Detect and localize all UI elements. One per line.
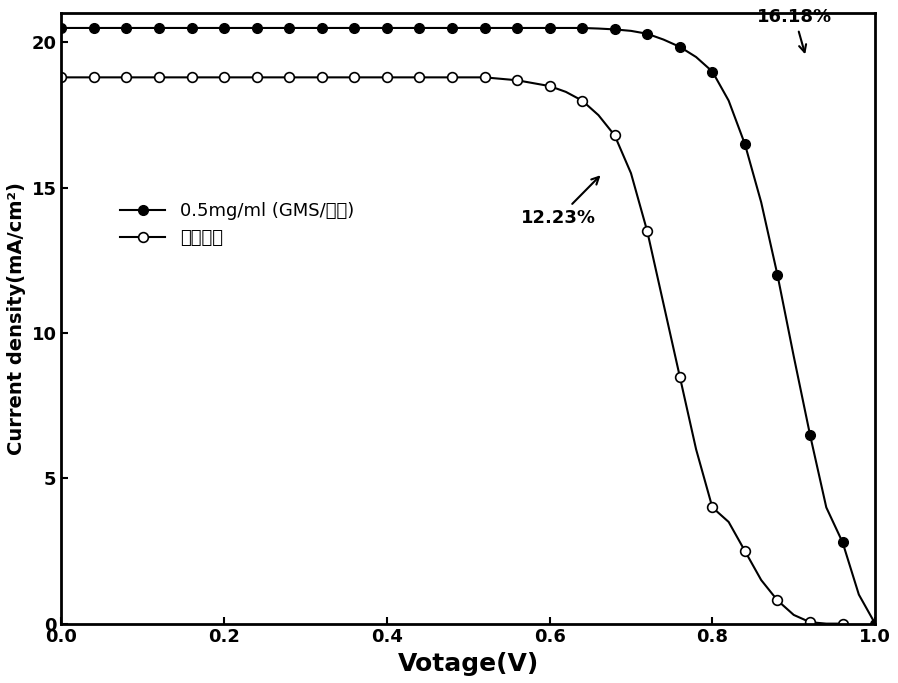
标准器件	[707, 503, 718, 512]
0.5mg/ml (GMS/甲醇)	[235, 24, 246, 32]
Text: 12.23%: 12.23%	[521, 177, 599, 227]
标准器件	[105, 73, 116, 81]
0.5mg/ml (GMS/甲醇)	[593, 25, 603, 33]
标准器件	[496, 74, 506, 83]
标准器件	[251, 73, 262, 81]
标准器件	[72, 73, 83, 81]
Line: 0.5mg/ml (GMS/甲醇): 0.5mg/ml (GMS/甲醇)	[57, 23, 880, 628]
标准器件	[398, 73, 409, 81]
标准器件	[56, 73, 66, 81]
标准器件	[626, 169, 637, 178]
标准器件	[610, 131, 621, 139]
Text: 16.18%: 16.18%	[757, 8, 832, 52]
X-axis label: Votage(V): Votage(V)	[398, 652, 539, 676]
标准器件	[740, 547, 751, 555]
标准器件	[186, 73, 197, 81]
标准器件	[674, 372, 685, 380]
0.5mg/ml (GMS/甲醇)	[56, 24, 66, 32]
标准器件	[316, 73, 327, 81]
标准器件	[642, 227, 653, 236]
标准器件	[219, 73, 230, 81]
标准器件	[154, 73, 164, 81]
标准器件	[577, 96, 587, 104]
标准器件	[821, 619, 832, 628]
标准器件	[462, 73, 473, 81]
标准器件	[268, 73, 278, 81]
标准器件	[756, 576, 767, 584]
标准器件	[365, 73, 376, 81]
标准器件	[593, 111, 603, 120]
标准器件	[658, 300, 669, 308]
标准器件	[772, 596, 783, 604]
标准器件	[723, 518, 734, 526]
标准器件	[788, 611, 799, 619]
标准器件	[480, 73, 490, 81]
0.5mg/ml (GMS/甲醇)	[300, 24, 311, 32]
标准器件	[544, 82, 555, 90]
标准器件	[382, 73, 392, 81]
标准器件	[89, 73, 100, 81]
标准器件	[560, 88, 571, 96]
标准器件	[235, 73, 246, 81]
标准器件	[837, 619, 848, 628]
标准器件	[349, 73, 360, 81]
标准器件	[446, 73, 457, 81]
Y-axis label: Current density(mA/cm²): Current density(mA/cm²)	[7, 182, 26, 455]
标准器件	[512, 76, 523, 85]
标准器件	[332, 73, 343, 81]
标准器件	[430, 73, 441, 81]
标准器件	[284, 73, 295, 81]
Line: 标准器件: 标准器件	[57, 72, 848, 628]
标准器件	[202, 73, 213, 81]
0.5mg/ml (GMS/甲醇)	[853, 591, 864, 599]
标准器件	[137, 73, 148, 81]
标准器件	[691, 445, 701, 454]
标准器件	[300, 73, 311, 81]
0.5mg/ml (GMS/甲醇)	[642, 29, 653, 38]
标准器件	[528, 79, 539, 87]
标准器件	[414, 73, 425, 81]
标准器件	[170, 73, 180, 81]
0.5mg/ml (GMS/甲醇)	[870, 619, 881, 628]
标准器件	[805, 618, 815, 626]
0.5mg/ml (GMS/甲醇)	[316, 24, 327, 32]
标准器件	[121, 73, 132, 81]
Legend: 0.5mg/ml (GMS/甲醇), 标准器件: 0.5mg/ml (GMS/甲醇), 标准器件	[111, 193, 363, 256]
